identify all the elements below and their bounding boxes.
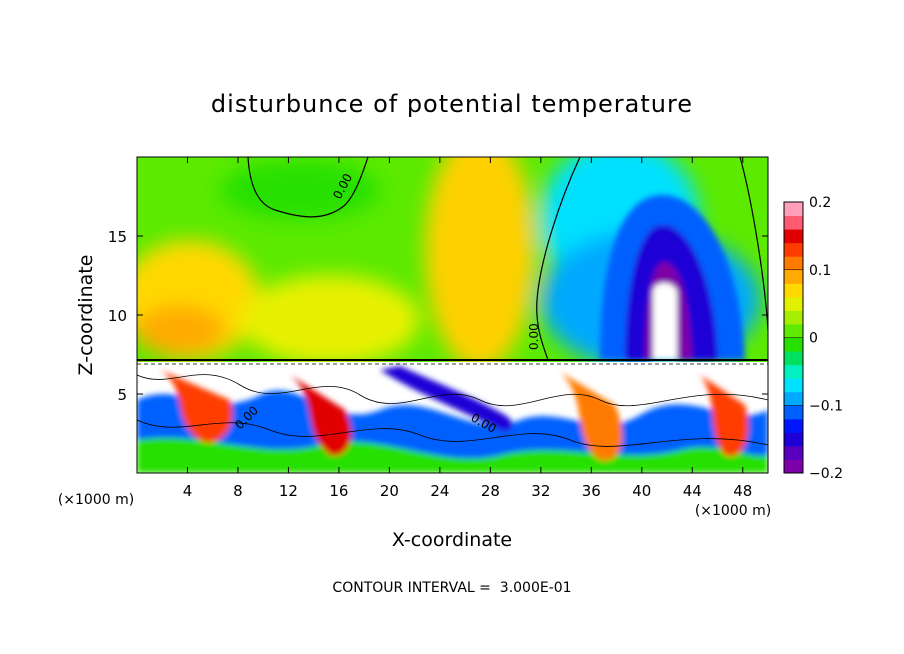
colorbar-swatch (784, 296, 803, 311)
x-axis-ticks: 4 8 12 16 20 24 28 32 36 40 44 48 (183, 157, 752, 500)
y-tick-label: 5 (117, 386, 127, 404)
colorbar-swatch (784, 351, 803, 366)
colorbar-swatch (784, 283, 803, 298)
x-tick-label: 20 (380, 482, 399, 500)
x-tick-label: 40 (632, 482, 651, 500)
colorbar-swatch (784, 378, 803, 393)
x-tick-label: 32 (531, 482, 550, 500)
colorbar-swatch (784, 229, 803, 244)
contour-label: 0.00 (527, 323, 541, 350)
x-tick-label: 4 (183, 482, 193, 500)
y-tick-label: 10 (108, 307, 127, 325)
colorbar-swatch (784, 364, 803, 379)
x-tick-label: 48 (733, 482, 752, 500)
colorbar-swatch (784, 323, 803, 338)
x-tick-label: 44 (683, 482, 702, 500)
x-axis-label: X-coordinate (392, 529, 512, 551)
colorbar-tick-label: 0.1 (809, 263, 831, 279)
colorbar-tick-label: −0.1 (809, 398, 843, 414)
y-tick-label: 15 (108, 228, 127, 246)
colorbar-swatch (784, 215, 803, 230)
colorbar-swatch (784, 405, 803, 420)
colorbar-swatch (784, 459, 803, 474)
colorbar-swatch (784, 337, 803, 352)
y-axis-label: Z-coordinate (75, 255, 97, 376)
colorbar-swatch (784, 269, 803, 284)
colorbar-swatch (784, 242, 803, 257)
colorbar: 0.2 0.1 0 −0.1 −0.2 (783, 195, 843, 482)
colorbar-tick-label: 0.2 (809, 195, 831, 211)
x-axis-unit-right: (×1000 m) (695, 503, 771, 519)
x-tick-label: 36 (582, 482, 601, 500)
x-tick-label: 24 (430, 482, 449, 500)
colorbar-tick-label: 0 (809, 331, 818, 347)
colorbar-swatch (784, 432, 803, 447)
colorbar-swatch (784, 445, 803, 460)
x-axis-unit: (×1000 m) (58, 492, 134, 508)
colorbar-swatch (784, 202, 803, 217)
colorbar-swatch (784, 391, 803, 406)
chart-title: disturbunce of potential temperature (211, 90, 693, 118)
x-tick-label: 16 (329, 482, 348, 500)
colorbar-swatch (784, 418, 803, 433)
y-axis-ticks: 5 10 15 (108, 228, 768, 404)
colorbar-swatch (784, 256, 803, 271)
contour-interval: CONTOUR INTERVAL = 3.000E-01 (332, 580, 571, 596)
colorbar-tick-label: −0.2 (809, 466, 843, 482)
x-tick-label: 8 (233, 482, 243, 500)
x-tick-label: 12 (279, 482, 298, 500)
x-tick-label: 28 (481, 482, 500, 500)
colorbar-swatch (784, 310, 803, 325)
heatmap-field (137, 157, 768, 473)
